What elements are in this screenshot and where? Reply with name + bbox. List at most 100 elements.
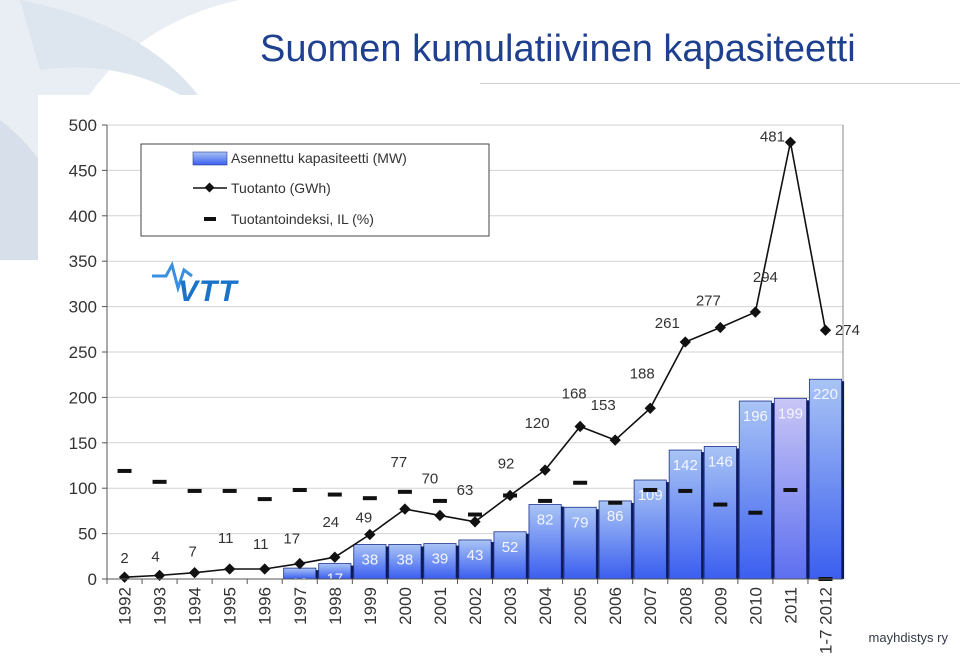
production-label: 294 bbox=[753, 269, 778, 286]
capacity-bar-label: 52 bbox=[502, 539, 519, 556]
x-tick-label: 1997 bbox=[291, 587, 310, 625]
index-marker bbox=[222, 488, 237, 493]
y-tick-label: 400 bbox=[69, 207, 97, 226]
x-tick-label: 2007 bbox=[641, 587, 660, 625]
index-marker bbox=[713, 502, 728, 507]
vtt-logo: VTT bbox=[152, 260, 238, 308]
capacity-bar bbox=[738, 400, 772, 580]
x-tick-label: 1-7 2012 bbox=[816, 587, 835, 654]
capacity-bar-label: 79 bbox=[572, 514, 589, 531]
production-point bbox=[399, 503, 411, 515]
y-tick-label: 0 bbox=[88, 570, 97, 589]
capacity-bar-label: 43 bbox=[467, 547, 484, 564]
y-tick-label: 500 bbox=[69, 116, 97, 135]
production-point bbox=[469, 516, 481, 528]
x-axis: 1992 1993 1994 1995 1996 1997 1998 1999 2000 2001… bbox=[106, 578, 843, 654]
production-point bbox=[539, 464, 551, 476]
x-tick-label: 2011 bbox=[781, 587, 800, 624]
production-label: 7 bbox=[188, 544, 196, 561]
capacity-bar-shadow bbox=[526, 533, 529, 579]
y-tick-label: 450 bbox=[69, 161, 97, 180]
x-tick-label: 1993 bbox=[151, 587, 170, 625]
production-label: 49 bbox=[356, 510, 373, 527]
x-tick-label: 1992 bbox=[116, 587, 135, 625]
footer-organization: mayhdistys ry bbox=[868, 630, 948, 645]
x-tick-label: 2004 bbox=[536, 587, 555, 625]
legend-swatch-index bbox=[204, 217, 216, 221]
production-point bbox=[434, 509, 446, 522]
y-axis: 0 50 100 150 200 250 300 350 400 450 500 bbox=[69, 116, 844, 589]
capacity-bar bbox=[633, 479, 667, 580]
capacity-bar-shadow bbox=[701, 452, 704, 579]
y-tick-label: 250 bbox=[69, 343, 97, 362]
x-tick-label: 2002 bbox=[466, 587, 485, 625]
capacity-bar-shadow bbox=[631, 502, 634, 579]
production-point bbox=[749, 306, 762, 318]
x-tick-label: 2009 bbox=[711, 587, 730, 625]
capacity-bar bbox=[808, 378, 842, 580]
production-label: 4 bbox=[151, 548, 159, 565]
production-label: 24 bbox=[322, 514, 339, 531]
index-marker bbox=[783, 488, 798, 493]
production-point bbox=[224, 563, 236, 575]
y-tick-label: 100 bbox=[69, 479, 97, 498]
x-tick-label: 2008 bbox=[676, 587, 695, 625]
index-marker bbox=[187, 488, 202, 493]
legend-swatch-bar bbox=[192, 151, 228, 166]
capacity-bar-shadow bbox=[491, 541, 494, 579]
index-marker bbox=[397, 489, 412, 494]
production-label: 168 bbox=[562, 385, 587, 402]
index-marker bbox=[748, 510, 763, 515]
production-label: 70 bbox=[422, 470, 439, 487]
production-point bbox=[679, 336, 691, 348]
production-label: 277 bbox=[696, 292, 721, 309]
x-tick-label: 1994 bbox=[186, 587, 205, 625]
slide-title: Suomen kumulatiivinen kapasiteetti bbox=[260, 28, 856, 70]
index-marker bbox=[152, 479, 167, 484]
index-marker bbox=[117, 468, 132, 473]
production-point bbox=[188, 566, 201, 579]
production-point bbox=[329, 551, 341, 563]
production-label: 481 bbox=[760, 128, 785, 145]
capacity-bar-label: 146 bbox=[708, 453, 733, 470]
x-tick-label: 2000 bbox=[396, 587, 415, 625]
x-tick-label: 2005 bbox=[571, 587, 590, 625]
production-label: 11 bbox=[253, 536, 269, 553]
capacity-bar bbox=[493, 531, 527, 580]
x-tick-label: 2006 bbox=[606, 587, 625, 625]
capacity-bar-shadow bbox=[841, 381, 845, 579]
production-label: 17 bbox=[283, 531, 300, 548]
legend: Asennettu kapasiteetti (MW) Tuotanto (GW… bbox=[140, 143, 490, 237]
legend-label-index: Tuotantoindeksi, IL (%) bbox=[231, 211, 374, 227]
capacity-bar-label: 38 bbox=[397, 551, 414, 568]
production-label: 188 bbox=[630, 365, 655, 382]
capacity-bar bbox=[703, 446, 737, 580]
capacity-bar-label: 39 bbox=[432, 551, 449, 568]
capacity-bar-shadow bbox=[666, 482, 669, 579]
x-tick-label: 2003 bbox=[501, 587, 520, 625]
capacity-bar-label: 220 bbox=[813, 386, 838, 403]
capacity-bar-label: 86 bbox=[607, 508, 624, 525]
production-label: 153 bbox=[591, 397, 616, 414]
index-marker bbox=[257, 497, 272, 502]
production-label: 77 bbox=[391, 454, 408, 471]
production-label: 92 bbox=[498, 455, 515, 472]
capacity-bar-shadow bbox=[596, 509, 599, 579]
capacity-bar bbox=[598, 500, 632, 580]
index-marker bbox=[432, 498, 447, 503]
production-point bbox=[784, 136, 797, 148]
production-label: 11 bbox=[218, 530, 234, 547]
production-label: 120 bbox=[525, 415, 550, 432]
production-point bbox=[294, 557, 306, 570]
capacity-bar-label: 142 bbox=[673, 457, 698, 474]
index-marker bbox=[327, 492, 342, 497]
x-tick-label: 1996 bbox=[256, 587, 275, 625]
capacity-bar-shadow bbox=[385, 546, 389, 579]
capacity-bar-shadow bbox=[315, 570, 319, 579]
x-tick-label: 1995 bbox=[221, 587, 240, 625]
legend-label-production: Tuotanto (GWh) bbox=[231, 180, 331, 196]
capacity-bar-label: 196 bbox=[743, 408, 768, 425]
y-tick-label: 50 bbox=[78, 525, 97, 544]
capacity-bar-shadow bbox=[561, 506, 564, 579]
